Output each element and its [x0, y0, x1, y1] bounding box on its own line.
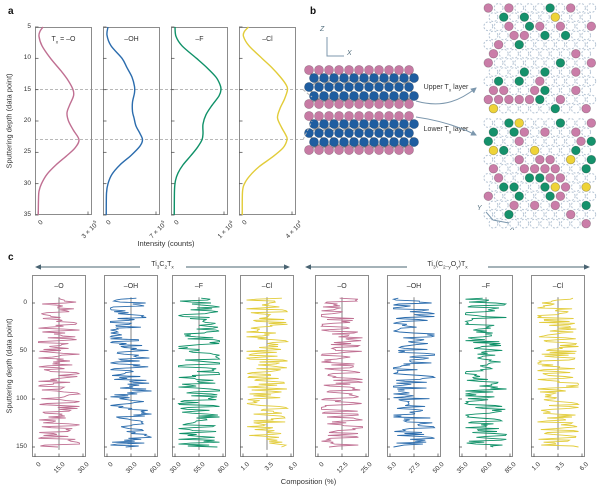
plot-title: –F [481, 283, 491, 290]
panel-a-xlabel: Intensity (counts) [137, 239, 195, 248]
termination-lattice-upper [483, 3, 597, 114]
composition-profile-plot-7 [531, 275, 585, 457]
depth-profile-plot-f [171, 26, 228, 216]
depth-profile-plot-oh [103, 26, 160, 216]
composition-profile-plot-1 [104, 275, 158, 457]
composition-profile-plot-6 [459, 275, 513, 457]
y-tick-label: 25 [23, 148, 31, 156]
plot-title: –F [195, 36, 204, 43]
y-tick-label: 150 [16, 443, 27, 450]
plot-title: Tx = –O [51, 36, 76, 46]
y-tick-label: 35 [23, 211, 31, 218]
composition-profile-plot-4 [315, 275, 369, 457]
panel-label-a: a [8, 6, 14, 17]
group-label-ti3c2tx: Ti3C2Tx [151, 261, 174, 271]
plot-title: –Cl [261, 283, 273, 290]
plot-title: –OH [406, 283, 422, 290]
plot-title: –O [337, 283, 347, 290]
panel-label-c: c [8, 252, 14, 263]
plot-title: –OH [124, 36, 139, 43]
depth-profile-plot-cl [239, 26, 296, 216]
lower-tx-layer-label: Lower Tx layer [423, 126, 469, 136]
upper-tx-layer-label: Upper Tx layer [423, 84, 469, 94]
composition-profile-plot-3 [240, 275, 294, 457]
y-axis-label-top: Y [477, 205, 482, 212]
y-tick-label: 5 [27, 23, 31, 30]
composition-profile-plot-2 [172, 275, 226, 457]
plot-title: –Cl [552, 283, 564, 290]
panel-label-b: b [310, 6, 317, 17]
plot-title: –F [194, 283, 204, 290]
dashed-depth-guide [35, 139, 303, 141]
x-axis-label-side: X [347, 50, 352, 57]
y-tick-label: 50 [19, 347, 27, 354]
depth-profile-plot-txo [35, 26, 92, 216]
y-tick-label: 10 [23, 54, 31, 62]
y-tick-label: 20 [23, 117, 31, 124]
y-tick-label: 100 [16, 395, 27, 402]
termination-lattice-lower [483, 118, 597, 229]
composition-profile-plot-5 [387, 275, 441, 457]
y-tick-label: 30 [23, 179, 31, 187]
y-tick-label: 0 [23, 299, 27, 306]
x-axis-label-top: X [510, 225, 515, 232]
y-tick-label: 15 [23, 85, 31, 93]
panel-c-xlabel: Composition (%) [280, 477, 337, 486]
plot-title: –Cl [262, 36, 273, 43]
z-axis-label: Z [320, 26, 325, 33]
dashed-depth-guide [35, 89, 303, 91]
composition-profile-plot-0 [32, 275, 86, 457]
plot-title: –OH [123, 283, 139, 290]
crystal-structure-side-view [304, 65, 419, 155]
plot-title: –O [54, 283, 64, 290]
group-label-ti3c2yoytx: Ti3(C2−yOy)Tx [427, 261, 468, 271]
